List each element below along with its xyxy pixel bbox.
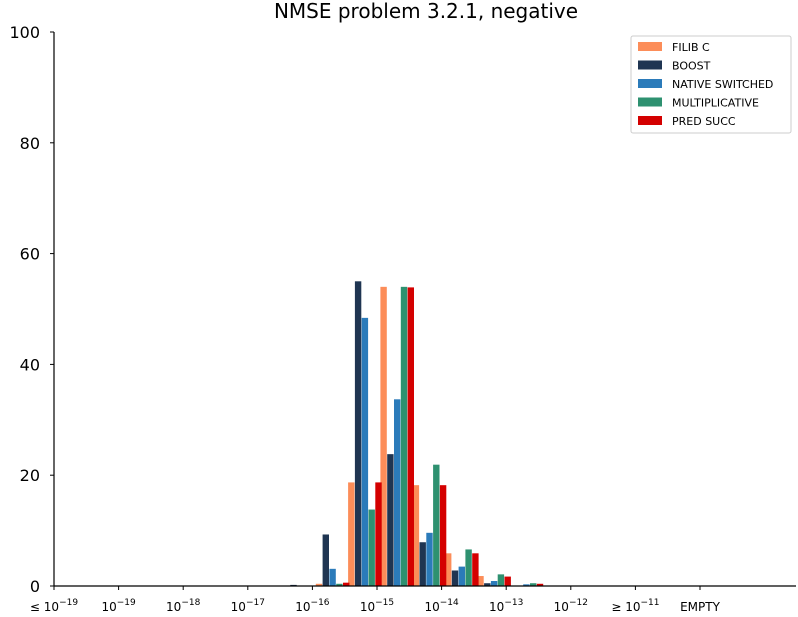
bar-filib-c xyxy=(477,576,484,586)
bar-multiplicative xyxy=(433,464,440,586)
bar-boost xyxy=(322,534,329,586)
legend-label: FILIB C xyxy=(672,41,710,54)
bar-multiplicative xyxy=(530,583,537,586)
x-tick-label: 10−14 xyxy=(424,598,459,614)
bar-multiplicative xyxy=(400,286,408,586)
y-tick-label: 80 xyxy=(20,134,40,153)
chart-title: NMSE problem 3.2.1, negative xyxy=(274,0,578,23)
bar-native-switched xyxy=(394,399,401,586)
x-tick-label: 10−16 xyxy=(295,598,330,614)
x-tick-label-exponent: −19 xyxy=(117,598,136,608)
x-tick-label: 10−13 xyxy=(489,598,523,614)
bar-native-switched xyxy=(426,532,433,586)
x-tick-label: 10−12 xyxy=(554,598,588,614)
x-tick-label: 10−17 xyxy=(231,598,265,614)
legend: FILIB C BOOST NATIVE SWITCHED MULTIPLICATIV… xyxy=(630,35,792,134)
bar-boost xyxy=(354,281,362,586)
legend-swatch xyxy=(638,42,662,51)
bar-filib-c xyxy=(348,482,355,586)
x-tick-label-base: EMPTY xyxy=(680,600,721,614)
bar-native-switched xyxy=(523,584,530,586)
bar-pred-succ xyxy=(536,583,544,586)
bar-pred-succ xyxy=(407,287,414,586)
x-tick-label-exponent: −18 xyxy=(181,598,200,608)
x-tick-label-base: 10 xyxy=(231,600,246,614)
x-tick-label: EMPTY xyxy=(680,600,721,614)
x-tick-label-base: 10 xyxy=(554,600,569,614)
bar-pred-succ xyxy=(472,553,479,586)
x-tick-label-exponent: −13 xyxy=(504,598,523,608)
x-tick-label-exponent: −14 xyxy=(440,598,459,608)
x-tick-label: 10−15 xyxy=(360,598,394,614)
x-tick-label-exponent: −15 xyxy=(375,598,394,608)
bar-native-switched xyxy=(329,568,336,586)
x-tick-label: 10−18 xyxy=(166,598,201,614)
bar-pred-succ xyxy=(504,576,511,586)
legend-swatch xyxy=(638,79,662,88)
x-tick-label-exponent: −17 xyxy=(246,598,265,608)
x-tick-label-exponent: −19 xyxy=(59,598,78,608)
legend-swatch xyxy=(638,97,662,107)
x-axis: ≤ 10−19 10−19 10−18 10−17 10−16 10−15 10−14 10−… xyxy=(30,585,796,614)
bar-pred-succ xyxy=(343,582,350,586)
y-tick-label: 0 xyxy=(30,577,40,596)
bar-native-switched xyxy=(458,566,465,586)
bar-boost xyxy=(484,583,491,586)
y-tick-label: 100 xyxy=(9,23,40,42)
bar-pred-succ xyxy=(439,485,447,586)
x-tick-label-exponent: −11 xyxy=(640,598,659,608)
y-tick-label: 40 xyxy=(20,355,40,374)
x-tick-label: 10−19 xyxy=(101,598,136,614)
legend-swatch xyxy=(638,116,662,125)
bar-multiplicative xyxy=(497,574,505,586)
x-tick-label-base: 10 xyxy=(166,600,181,614)
x-tick-label-exponent: −16 xyxy=(311,598,330,608)
x-tick-label-base: 10 xyxy=(360,600,375,614)
bar-filib-c xyxy=(412,485,420,586)
legend-label: BOOST xyxy=(672,60,711,73)
legend-swatch xyxy=(638,60,662,70)
legend-label: PRED SUCC xyxy=(672,115,736,128)
x-tick-label: ≤ 10−19 xyxy=(30,598,78,614)
x-tick-label-base: 10 xyxy=(295,600,310,614)
bar-multiplicative xyxy=(336,583,343,586)
y-axis: 0 20 40 60 80 100 xyxy=(9,23,55,596)
bar-multiplicative xyxy=(465,549,472,586)
x-tick-label-base: 10 xyxy=(489,600,504,614)
x-tick-label-base: 10 xyxy=(424,600,439,614)
y-tick-label: 60 xyxy=(20,245,40,264)
x-tick-label-base: 10 xyxy=(101,600,116,614)
y-tick-label: 20 xyxy=(20,466,40,485)
bar-native-switched xyxy=(361,317,369,586)
legend-label: MULTIPLICATIVE xyxy=(672,97,759,110)
x-tick-label: ≥ 10−11 xyxy=(611,598,659,614)
x-tick-label-exponent: −12 xyxy=(569,598,588,608)
bar-boost xyxy=(387,454,394,586)
legend-frame xyxy=(630,35,792,134)
bars-group xyxy=(290,281,544,586)
bar-filib-c xyxy=(380,286,387,586)
bar-boost xyxy=(451,570,459,586)
bar-filib-c xyxy=(445,553,452,586)
bar-native-switched xyxy=(490,581,498,586)
bar-multiplicative xyxy=(368,509,375,586)
bar-pred-succ xyxy=(375,482,382,586)
x-tick-label-base: ≤ 10 xyxy=(30,600,59,614)
bar-boost xyxy=(419,542,426,586)
bar-filib-c xyxy=(315,583,323,586)
x-tick-label-base: ≥ 10 xyxy=(611,600,640,614)
legend-label: NATIVE SWITCHED xyxy=(672,78,773,91)
